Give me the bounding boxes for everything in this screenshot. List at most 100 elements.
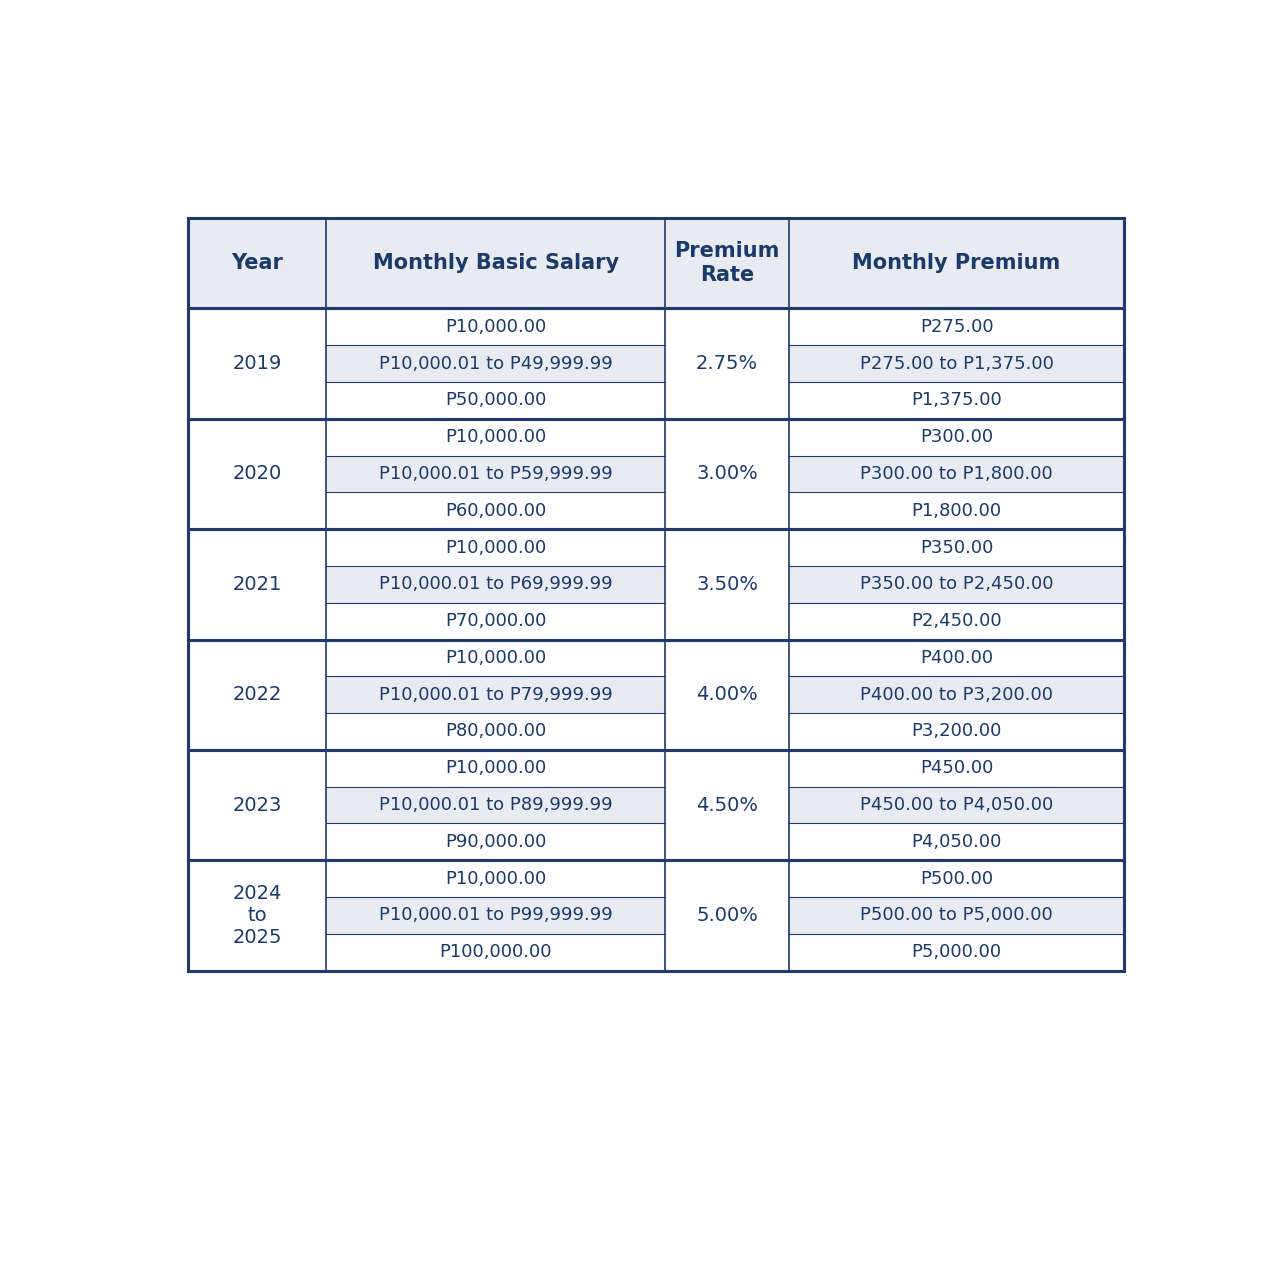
Bar xyxy=(188,529,1124,640)
Text: 2019: 2019 xyxy=(233,355,282,372)
Text: P90,000.00: P90,000.00 xyxy=(445,833,547,851)
Bar xyxy=(788,897,1124,934)
Text: 2020: 2020 xyxy=(233,465,282,484)
Text: P450.00: P450.00 xyxy=(920,759,993,777)
Text: P80,000.00: P80,000.00 xyxy=(445,722,547,741)
Bar xyxy=(326,750,666,787)
Bar xyxy=(326,419,666,456)
Text: P10,000.00: P10,000.00 xyxy=(445,428,547,447)
Text: P10,000.01 to P59,999.99: P10,000.01 to P59,999.99 xyxy=(379,465,613,483)
Text: 5.00%: 5.00% xyxy=(696,906,758,925)
Bar xyxy=(788,860,1124,897)
Text: P10,000.00: P10,000.00 xyxy=(445,317,547,335)
Bar xyxy=(188,419,1124,529)
Text: P2,450.00: P2,450.00 xyxy=(911,612,1002,630)
Bar xyxy=(326,308,666,346)
Text: P3,200.00: P3,200.00 xyxy=(911,722,1002,741)
Bar xyxy=(188,218,1124,308)
Bar xyxy=(188,750,1124,860)
Text: P400.00: P400.00 xyxy=(920,649,993,667)
Bar xyxy=(326,493,666,529)
Bar xyxy=(188,750,326,860)
Bar xyxy=(788,529,1124,566)
Text: P500.00: P500.00 xyxy=(920,869,993,887)
Text: P50,000.00: P50,000.00 xyxy=(445,392,547,410)
Text: 4.00%: 4.00% xyxy=(696,685,758,704)
Text: Monthly Premium: Monthly Premium xyxy=(852,253,1061,273)
Bar xyxy=(788,934,1124,970)
Text: 4.50%: 4.50% xyxy=(696,796,758,814)
Text: P5,000.00: P5,000.00 xyxy=(911,943,1002,961)
Bar xyxy=(326,381,666,419)
Text: 2024
to
2025: 2024 to 2025 xyxy=(233,884,282,947)
Bar xyxy=(788,346,1124,381)
Bar xyxy=(326,934,666,970)
Bar xyxy=(666,750,788,860)
Text: P10,000.01 to P49,999.99: P10,000.01 to P49,999.99 xyxy=(379,355,613,372)
Bar xyxy=(788,419,1124,456)
Bar xyxy=(788,750,1124,787)
Text: P10,000.01 to P99,999.99: P10,000.01 to P99,999.99 xyxy=(379,906,613,924)
Bar xyxy=(788,566,1124,603)
Text: 2023: 2023 xyxy=(233,796,282,814)
Bar xyxy=(326,897,666,934)
Bar xyxy=(788,676,1124,713)
Bar xyxy=(326,603,666,640)
Text: P10,000.01 to P69,999.99: P10,000.01 to P69,999.99 xyxy=(379,575,613,594)
Text: P275.00 to P1,375.00: P275.00 to P1,375.00 xyxy=(860,355,1053,372)
Text: 3.00%: 3.00% xyxy=(696,465,758,484)
Text: P1,800.00: P1,800.00 xyxy=(911,502,1002,520)
Text: P500.00 to P5,000.00: P500.00 to P5,000.00 xyxy=(860,906,1053,924)
Text: 2.75%: 2.75% xyxy=(696,355,758,372)
Text: P10,000.01 to P89,999.99: P10,000.01 to P89,999.99 xyxy=(379,796,613,814)
Bar xyxy=(188,860,1124,970)
Bar xyxy=(788,493,1124,529)
Text: P275.00: P275.00 xyxy=(920,317,993,335)
Text: P1,375.00: P1,375.00 xyxy=(911,392,1002,410)
Text: P400.00 to P3,200.00: P400.00 to P3,200.00 xyxy=(860,686,1053,704)
Bar xyxy=(188,640,326,750)
Text: P450.00 to P4,050.00: P450.00 to P4,050.00 xyxy=(860,796,1053,814)
Text: P70,000.00: P70,000.00 xyxy=(445,612,547,630)
Bar xyxy=(188,308,326,419)
Bar xyxy=(326,823,666,860)
Bar xyxy=(326,860,666,897)
Text: P350.00: P350.00 xyxy=(920,539,993,557)
Bar xyxy=(788,603,1124,640)
Bar xyxy=(326,529,666,566)
Text: Year: Year xyxy=(232,253,283,273)
Bar xyxy=(788,713,1124,750)
Text: P100,000.00: P100,000.00 xyxy=(439,943,552,961)
Bar xyxy=(666,640,788,750)
Bar xyxy=(666,860,788,970)
Bar xyxy=(188,860,326,970)
Bar xyxy=(788,823,1124,860)
Bar xyxy=(188,218,1124,308)
Text: P10,000.00: P10,000.00 xyxy=(445,759,547,777)
Bar xyxy=(666,419,788,529)
Bar xyxy=(788,640,1124,676)
Bar xyxy=(788,787,1124,823)
Bar xyxy=(666,308,788,419)
Text: P10,000.00: P10,000.00 xyxy=(445,539,547,557)
Text: P10,000.00: P10,000.00 xyxy=(445,869,547,887)
Bar xyxy=(188,529,326,640)
Text: P300.00: P300.00 xyxy=(920,428,993,447)
Bar xyxy=(326,346,666,381)
Bar xyxy=(326,787,666,823)
Bar xyxy=(666,529,788,640)
Text: P4,050.00: P4,050.00 xyxy=(911,833,1002,851)
Text: P350.00 to P2,450.00: P350.00 to P2,450.00 xyxy=(860,575,1053,594)
Bar xyxy=(788,381,1124,419)
Bar xyxy=(788,308,1124,346)
Bar xyxy=(326,676,666,713)
Text: P300.00 to P1,800.00: P300.00 to P1,800.00 xyxy=(860,465,1053,483)
Bar xyxy=(326,456,666,493)
Text: P60,000.00: P60,000.00 xyxy=(445,502,547,520)
Bar xyxy=(188,640,1124,750)
Bar xyxy=(326,713,666,750)
Text: 2021: 2021 xyxy=(233,575,282,594)
Bar xyxy=(326,566,666,603)
Text: 2022: 2022 xyxy=(233,685,282,704)
Bar xyxy=(188,308,1124,419)
